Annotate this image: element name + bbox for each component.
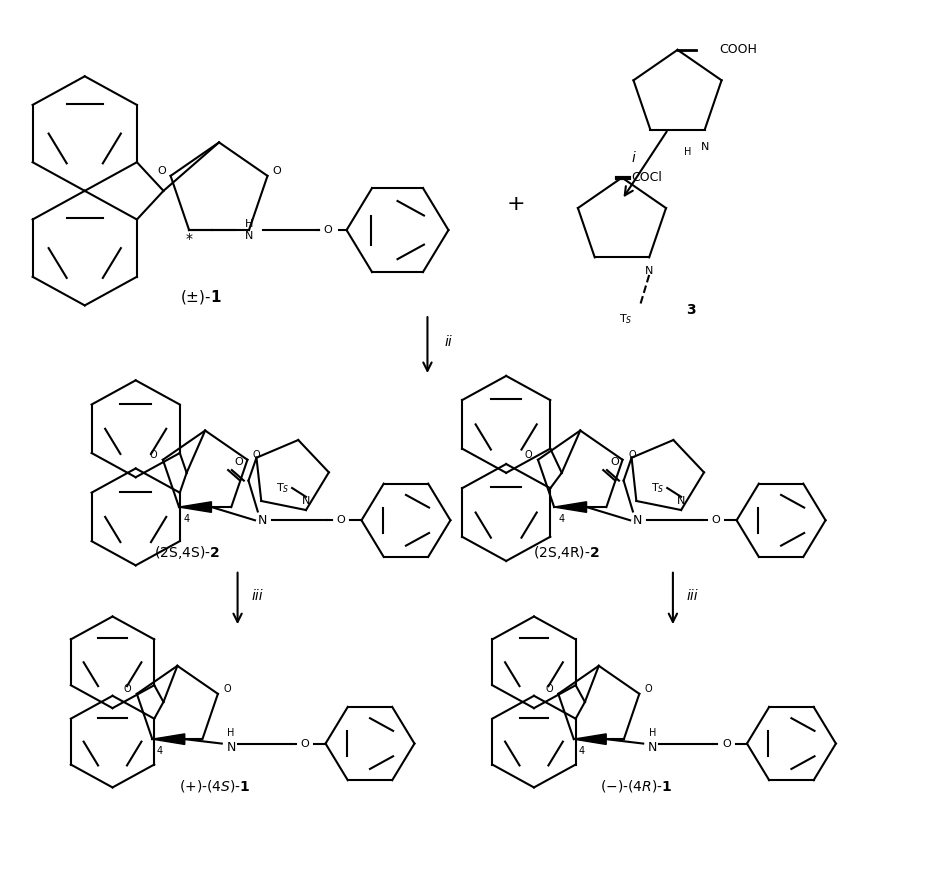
Text: T$_S$: T$_S$: [651, 481, 664, 495]
Text: N: N: [632, 514, 641, 527]
Text: +: +: [506, 194, 524, 214]
Text: H
N: H N: [245, 219, 253, 240]
Text: N: N: [226, 742, 236, 754]
Text: 4: 4: [578, 746, 584, 756]
Text: T$_S$: T$_S$: [276, 481, 290, 495]
Text: O: O: [336, 515, 345, 525]
Text: 4: 4: [558, 514, 564, 524]
Text: N: N: [700, 142, 708, 152]
Text: O: O: [272, 166, 281, 177]
Text: 4: 4: [157, 746, 163, 756]
Text: iii: iii: [251, 590, 263, 603]
Text: O: O: [149, 450, 157, 461]
Text: 3: 3: [685, 303, 695, 317]
Text: N: N: [644, 266, 652, 276]
Text: H: H: [648, 728, 655, 738]
Text: (2S,4R)-$\mathbf{2}$: (2S,4R)-$\mathbf{2}$: [533, 544, 599, 560]
Text: $(-)$-$(4R)$-$\mathbf{1}$: $(-)$-$(4R)$-$\mathbf{1}$: [599, 778, 671, 794]
Text: COCl: COCl: [630, 171, 662, 184]
Text: O: O: [545, 684, 552, 695]
Text: O: O: [627, 450, 635, 461]
Text: COOH: COOH: [718, 43, 756, 57]
Text: i: i: [630, 151, 635, 165]
Text: H: H: [684, 147, 691, 156]
Text: N: N: [302, 496, 310, 506]
Text: H: H: [227, 728, 235, 738]
Text: O: O: [235, 457, 243, 468]
Text: iii: iii: [686, 590, 698, 603]
Text: O: O: [610, 457, 618, 468]
Text: O: O: [711, 515, 720, 525]
Text: ii: ii: [444, 335, 451, 349]
Text: N: N: [647, 742, 656, 754]
Text: O: O: [644, 684, 651, 695]
Text: O: O: [721, 738, 730, 749]
Polygon shape: [574, 734, 606, 744]
Text: O: O: [301, 738, 309, 749]
Text: N: N: [257, 514, 266, 527]
Text: $(+)$-$(4S)$-$\mathbf{1}$: $(+)$-$(4S)$-$\mathbf{1}$: [178, 778, 250, 794]
Text: *: *: [186, 232, 192, 246]
Text: T$_S$: T$_S$: [618, 312, 632, 326]
Polygon shape: [179, 502, 212, 513]
Text: (2S,4S)-$\mathbf{2}$: (2S,4S)-$\mathbf{2}$: [153, 544, 219, 560]
Text: $(\pm)$-$\mathbf{1}$: $(\pm)$-$\mathbf{1}$: [179, 287, 221, 306]
Text: 4: 4: [184, 514, 189, 524]
Text: N: N: [677, 496, 685, 506]
Polygon shape: [553, 502, 586, 513]
Text: O: O: [223, 684, 231, 695]
Text: O: O: [323, 225, 332, 235]
Text: O: O: [123, 684, 131, 695]
Text: O: O: [524, 450, 532, 461]
Text: O: O: [252, 450, 260, 461]
Text: O: O: [157, 166, 165, 177]
Polygon shape: [152, 734, 185, 744]
